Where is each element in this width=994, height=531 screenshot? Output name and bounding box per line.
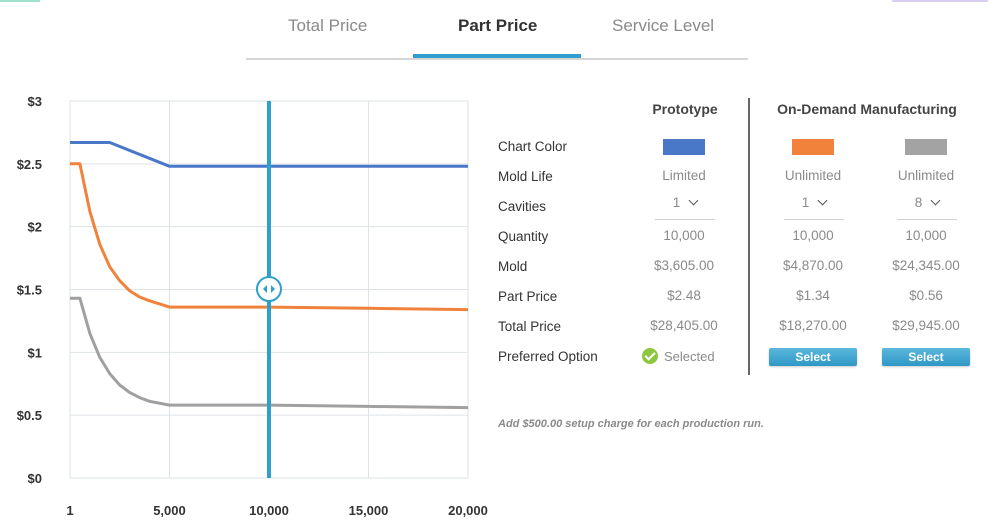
y-tick-label: $0.5 — [17, 408, 42, 423]
row-label-chart-color: Chart Color — [498, 139, 568, 154]
setup-charge-note: Add $500.00 setup charge for each produc… — [498, 418, 764, 430]
header-on-demand: On-Demand Manufacturing — [777, 101, 957, 117]
total-price-ondemand-1: $18,270.00 — [779, 318, 847, 333]
cavities-dropdown-ondemand-8[interactable]: 8 — [897, 195, 957, 220]
y-tick-label: $3 — [28, 94, 42, 109]
part-price-ondemand-1: $1.34 — [796, 288, 830, 303]
cavities-value-prototype: 1 — [672, 195, 681, 210]
row-label-cavities: Cavities — [498, 199, 547, 214]
select-button-ondemand-8[interactable]: Select — [882, 348, 970, 366]
cavities-dropdown-prototype[interactable]: 1 — [655, 195, 715, 220]
total-price-prototype: $28,405.00 — [650, 318, 718, 333]
chart-color-swatch-ondemand-1 — [792, 139, 834, 155]
selected-indicator-prototype: Selected — [642, 348, 715, 364]
select-button-ondemand-1[interactable]: Select — [769, 348, 857, 366]
x-tick-label: 10,000 — [249, 503, 289, 518]
x-tick-label: 1 — [66, 503, 73, 518]
mold-ondemand-8: $24,345.00 — [892, 258, 960, 273]
mold-ondemand-1: $4,870.00 — [782, 258, 844, 273]
selected-label: Selected — [664, 349, 715, 364]
y-tick-label: $0 — [28, 471, 42, 486]
total-price-ondemand-8: $29,945.00 — [892, 318, 960, 333]
quantity-ondemand-1: 10,000 — [792, 228, 834, 243]
y-tick-label: $2.5 — [17, 157, 42, 172]
row-label-quantity: Quantity — [498, 229, 549, 244]
series-line-0 — [70, 141, 468, 168]
x-axis-ticks: 1 5,000 10,000 15,000 20,000 — [66, 503, 488, 518]
cavities-dropdown-ondemand-1[interactable]: 1 — [784, 195, 844, 220]
part-price-chart: $0$0.5$1$1.5$2$2.5$3 1 5,000 10,000 15,000 2… — [17, 94, 488, 518]
view-tabs: Total Price Part Price Service Level — [246, 0, 748, 60]
part-price-ondemand-8: $0.56 — [909, 288, 943, 303]
x-tick-label: 5,000 — [153, 503, 186, 518]
active-tab-indicator — [413, 54, 581, 58]
quantity-marker[interactable] — [255, 101, 282, 478]
cavities-value-ondemand-1: 1 — [801, 195, 810, 210]
drag-handle[interactable] — [255, 276, 282, 302]
row-label-total-price: Total Price — [498, 319, 562, 334]
header-prototype: Prototype — [652, 101, 718, 117]
part-price-prototype: $2.48 — [667, 288, 701, 303]
row-label-preferred-option: Preferred Option — [498, 349, 598, 364]
row-label-part-price: Part Price — [498, 289, 558, 304]
top-left-accent — [0, 0, 40, 2]
comparison-table: Prototype On-Demand Manufacturing Chart … — [495, 95, 985, 385]
y-tick-label: $1 — [28, 345, 42, 360]
mold-life-ondemand-1: Unlimited — [784, 168, 842, 183]
y-axis-ticks: $0 $0.5 $1 $1.5 $2 $2.5 $3 — [17, 94, 42, 486]
top-right-accent — [892, 0, 988, 2]
mold-life-ondemand-8: Unlimited — [897, 168, 955, 183]
row-label-mold: Mold — [498, 259, 528, 274]
cavities-value-ondemand-8: 8 — [914, 195, 923, 210]
chevron-down-icon — [817, 195, 828, 206]
mold-prototype: $3,605.00 — [653, 258, 715, 273]
tab-part-price[interactable]: Part Price — [458, 16, 538, 35]
tab-total-price[interactable]: Total Price — [288, 16, 368, 35]
drag-arrows-icon — [262, 285, 275, 293]
chevron-down-icon — [688, 195, 699, 206]
row-label-mold-life: Mold Life — [498, 169, 553, 184]
chart-color-swatch-ondemand-8 — [905, 139, 947, 155]
x-tick-label: 20,000 — [448, 503, 488, 518]
y-tick-label: $1.5 — [17, 283, 42, 298]
check-circle-icon — [642, 348, 658, 364]
chevron-down-icon — [930, 195, 941, 206]
quantity-prototype: 10,000 — [663, 228, 705, 243]
y-tick-label: $2 — [28, 220, 42, 235]
x-tick-label: 15,000 — [349, 503, 389, 518]
tab-service-level[interactable]: Service Level — [612, 16, 715, 35]
mold-life-prototype: Limited — [662, 168, 706, 183]
quantity-ondemand-8: 10,000 — [905, 228, 947, 243]
column-divider — [748, 98, 750, 375]
chart-color-swatch-prototype — [663, 139, 705, 155]
